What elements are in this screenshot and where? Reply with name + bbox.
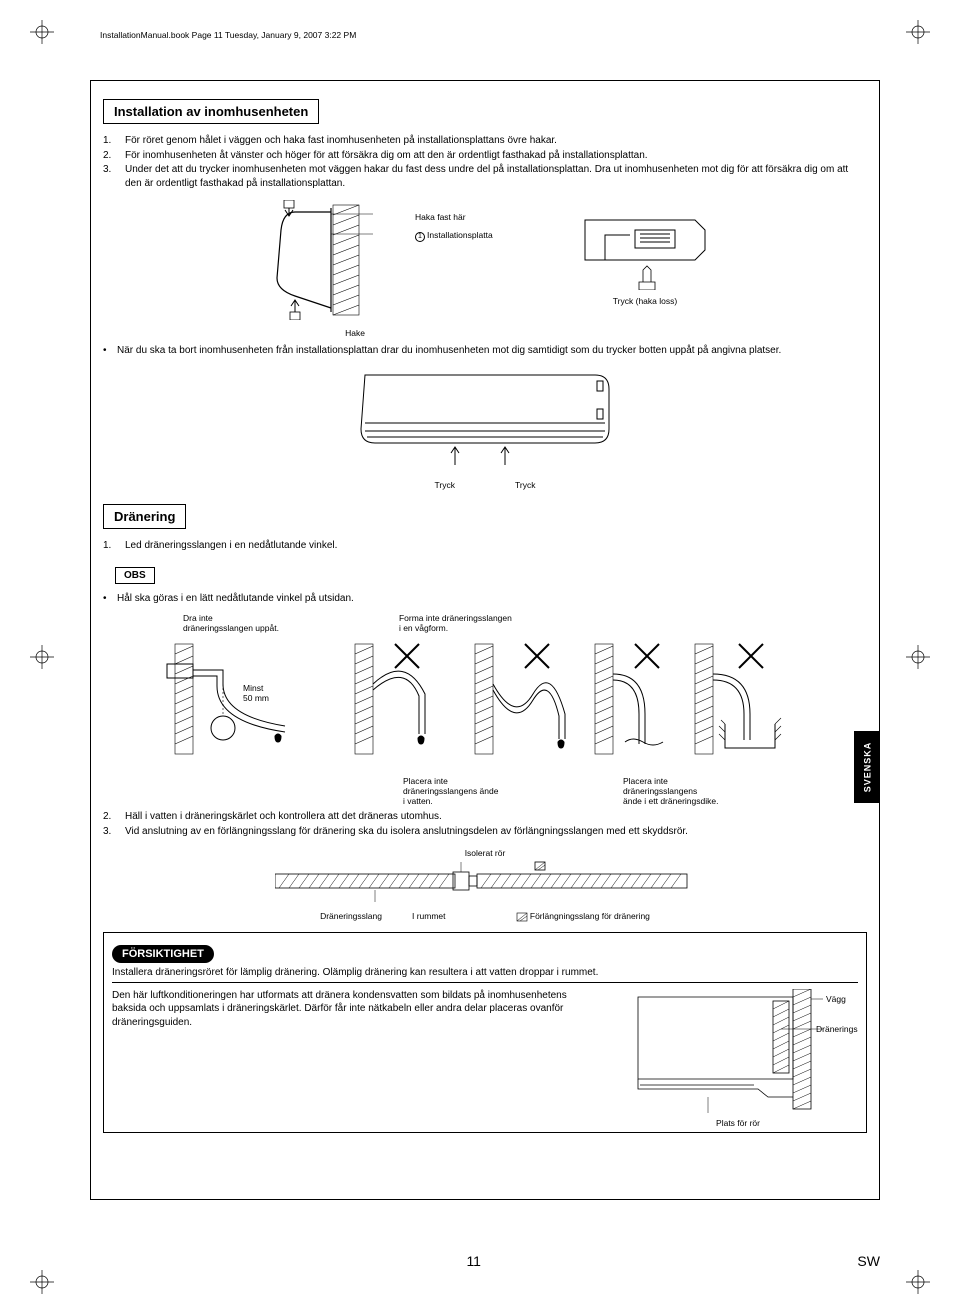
fig-label-isolerat: Isolerat rör [103, 848, 867, 858]
list-item: 1. För röret genom hålet i väggen och hak… [103, 134, 867, 148]
document-header: InstallationManual.book Page 11 Tuesday,… [100, 30, 880, 40]
svg-text:50 mm: 50 mm [243, 693, 269, 703]
step-text: Under det att du trycker inomhusenheten … [125, 163, 867, 190]
obs-note: •Hål ska göras i en lätt nedåtlutande vi… [103, 592, 867, 606]
fig-label-minst: Minst [243, 683, 264, 693]
fig-label-plats: Plats för rör [618, 1118, 858, 1128]
fig-label-tryck-loss: Tryck (haka loss) [613, 296, 677, 306]
obs-box: OBS [115, 567, 155, 584]
remove-note-text: När du ska ta bort inomhusenheten från i… [117, 344, 781, 358]
fig-label-irum: I rummet [412, 911, 446, 922]
figure-indoor-unit: Tryck Tryck [103, 365, 867, 490]
fig-label-placera1: Placera inte dräneringsslangens ände i v… [403, 776, 543, 806]
obs-text: Hål ska göras i en lätt nedåtlutande vin… [117, 592, 354, 606]
step-text: Häll i vatten i dräneringskärlet och kon… [125, 810, 442, 824]
page-footer: 11 SW [90, 1253, 880, 1269]
fig-label-haka: Haka fast här [415, 212, 535, 222]
fig-label-dra-inte: Dra inte dräneringsslangen uppåt. [183, 613, 279, 633]
step-text: För inomhusenheten åt vänster och höger … [125, 149, 648, 163]
language-tab: SVENSKA [854, 731, 880, 803]
fig-label-vagg: Vägg [826, 994, 846, 1004]
remove-note: •När du ska ta bort inomhusenheten från … [103, 344, 867, 358]
caution-body: Den här luftkonditioneringen har utforma… [112, 989, 598, 1030]
crop-mark-mr [906, 645, 930, 669]
step-text: Vid anslutning av en förlängningsslang f… [125, 825, 688, 839]
figure-release-svg [575, 200, 715, 290]
fig-label-tryck: Tryck [515, 480, 535, 490]
step-text: Led dräneringsslangen i en nedåtlutande … [125, 539, 337, 553]
step-number: 3. [103, 163, 117, 190]
caution-title: FÖRSIKTIGHET [112, 945, 214, 963]
step-number: 2. [103, 810, 117, 824]
content-frame: SVENSKA Installation av inomhusenheten 1… [90, 80, 880, 1200]
step-number: 3. [103, 825, 117, 839]
section-title-drainage: Dränering [103, 504, 186, 529]
caution-block: FÖRSIKTIGHET Installera dräneringsröret … [103, 932, 867, 1133]
fig-label-tryck: Tryck [435, 480, 455, 490]
fig-label-guide: Dräneringsguide [816, 1024, 858, 1034]
fig-label-dran: Dräneringsslang [320, 911, 382, 922]
drainage-step1: 1. Led dräneringsslangen i en nedåtlutand… [103, 539, 867, 553]
installation-steps: 1. För röret genom hålet i väggen och hak… [103, 134, 867, 190]
crop-mark-tr [906, 20, 930, 44]
drainage-steps-23: 2. Häll i vatten i dräneringskärlet och k… [103, 810, 867, 838]
figure-drain-hose: Minst 50 mm [103, 639, 867, 772]
fig-label-placera2: Placera inte dräneringsslangens ände i e… [623, 776, 773, 806]
fig-label-hake: Hake [345, 328, 365, 338]
crop-mark-bl [30, 1270, 54, 1294]
figure-drain-guide: Vägg Dräneringsguide [618, 989, 858, 1119]
list-item: 3. Under det att du trycker inomhusenhete… [103, 163, 867, 190]
figure-hook-release: Haka fast här 1Installationsplatta Hake [103, 200, 867, 338]
crop-mark-br [906, 1270, 930, 1294]
step-text: För röret genom hålet i väggen och haka … [125, 134, 557, 148]
step-number: 2. [103, 149, 117, 163]
page-number: 11 [466, 1253, 481, 1269]
step-number: 1. [103, 134, 117, 148]
list-item: 2. För inomhusenheten åt vänster och höge… [103, 149, 867, 163]
figure-extension-hose: Isolerat rör [103, 848, 867, 922]
fig-label-forma-inte: Forma inte dräneringsslangen i en vågfor… [399, 613, 512, 633]
crop-mark-tl [30, 20, 54, 44]
page-code: SW [857, 1253, 880, 1269]
caution-line: Installera dräneringsröret för lämplig d… [112, 967, 858, 983]
section-title-installation: Installation av inomhusenheten [103, 99, 319, 124]
language-tab-label: SVENSKA [862, 742, 872, 793]
fig-label-forl: Förlängningsslang för dränering [530, 911, 650, 921]
crop-mark-ml [30, 645, 54, 669]
fig-label-plate: 1Installationsplatta [415, 230, 535, 242]
step-number: 1. [103, 539, 117, 553]
